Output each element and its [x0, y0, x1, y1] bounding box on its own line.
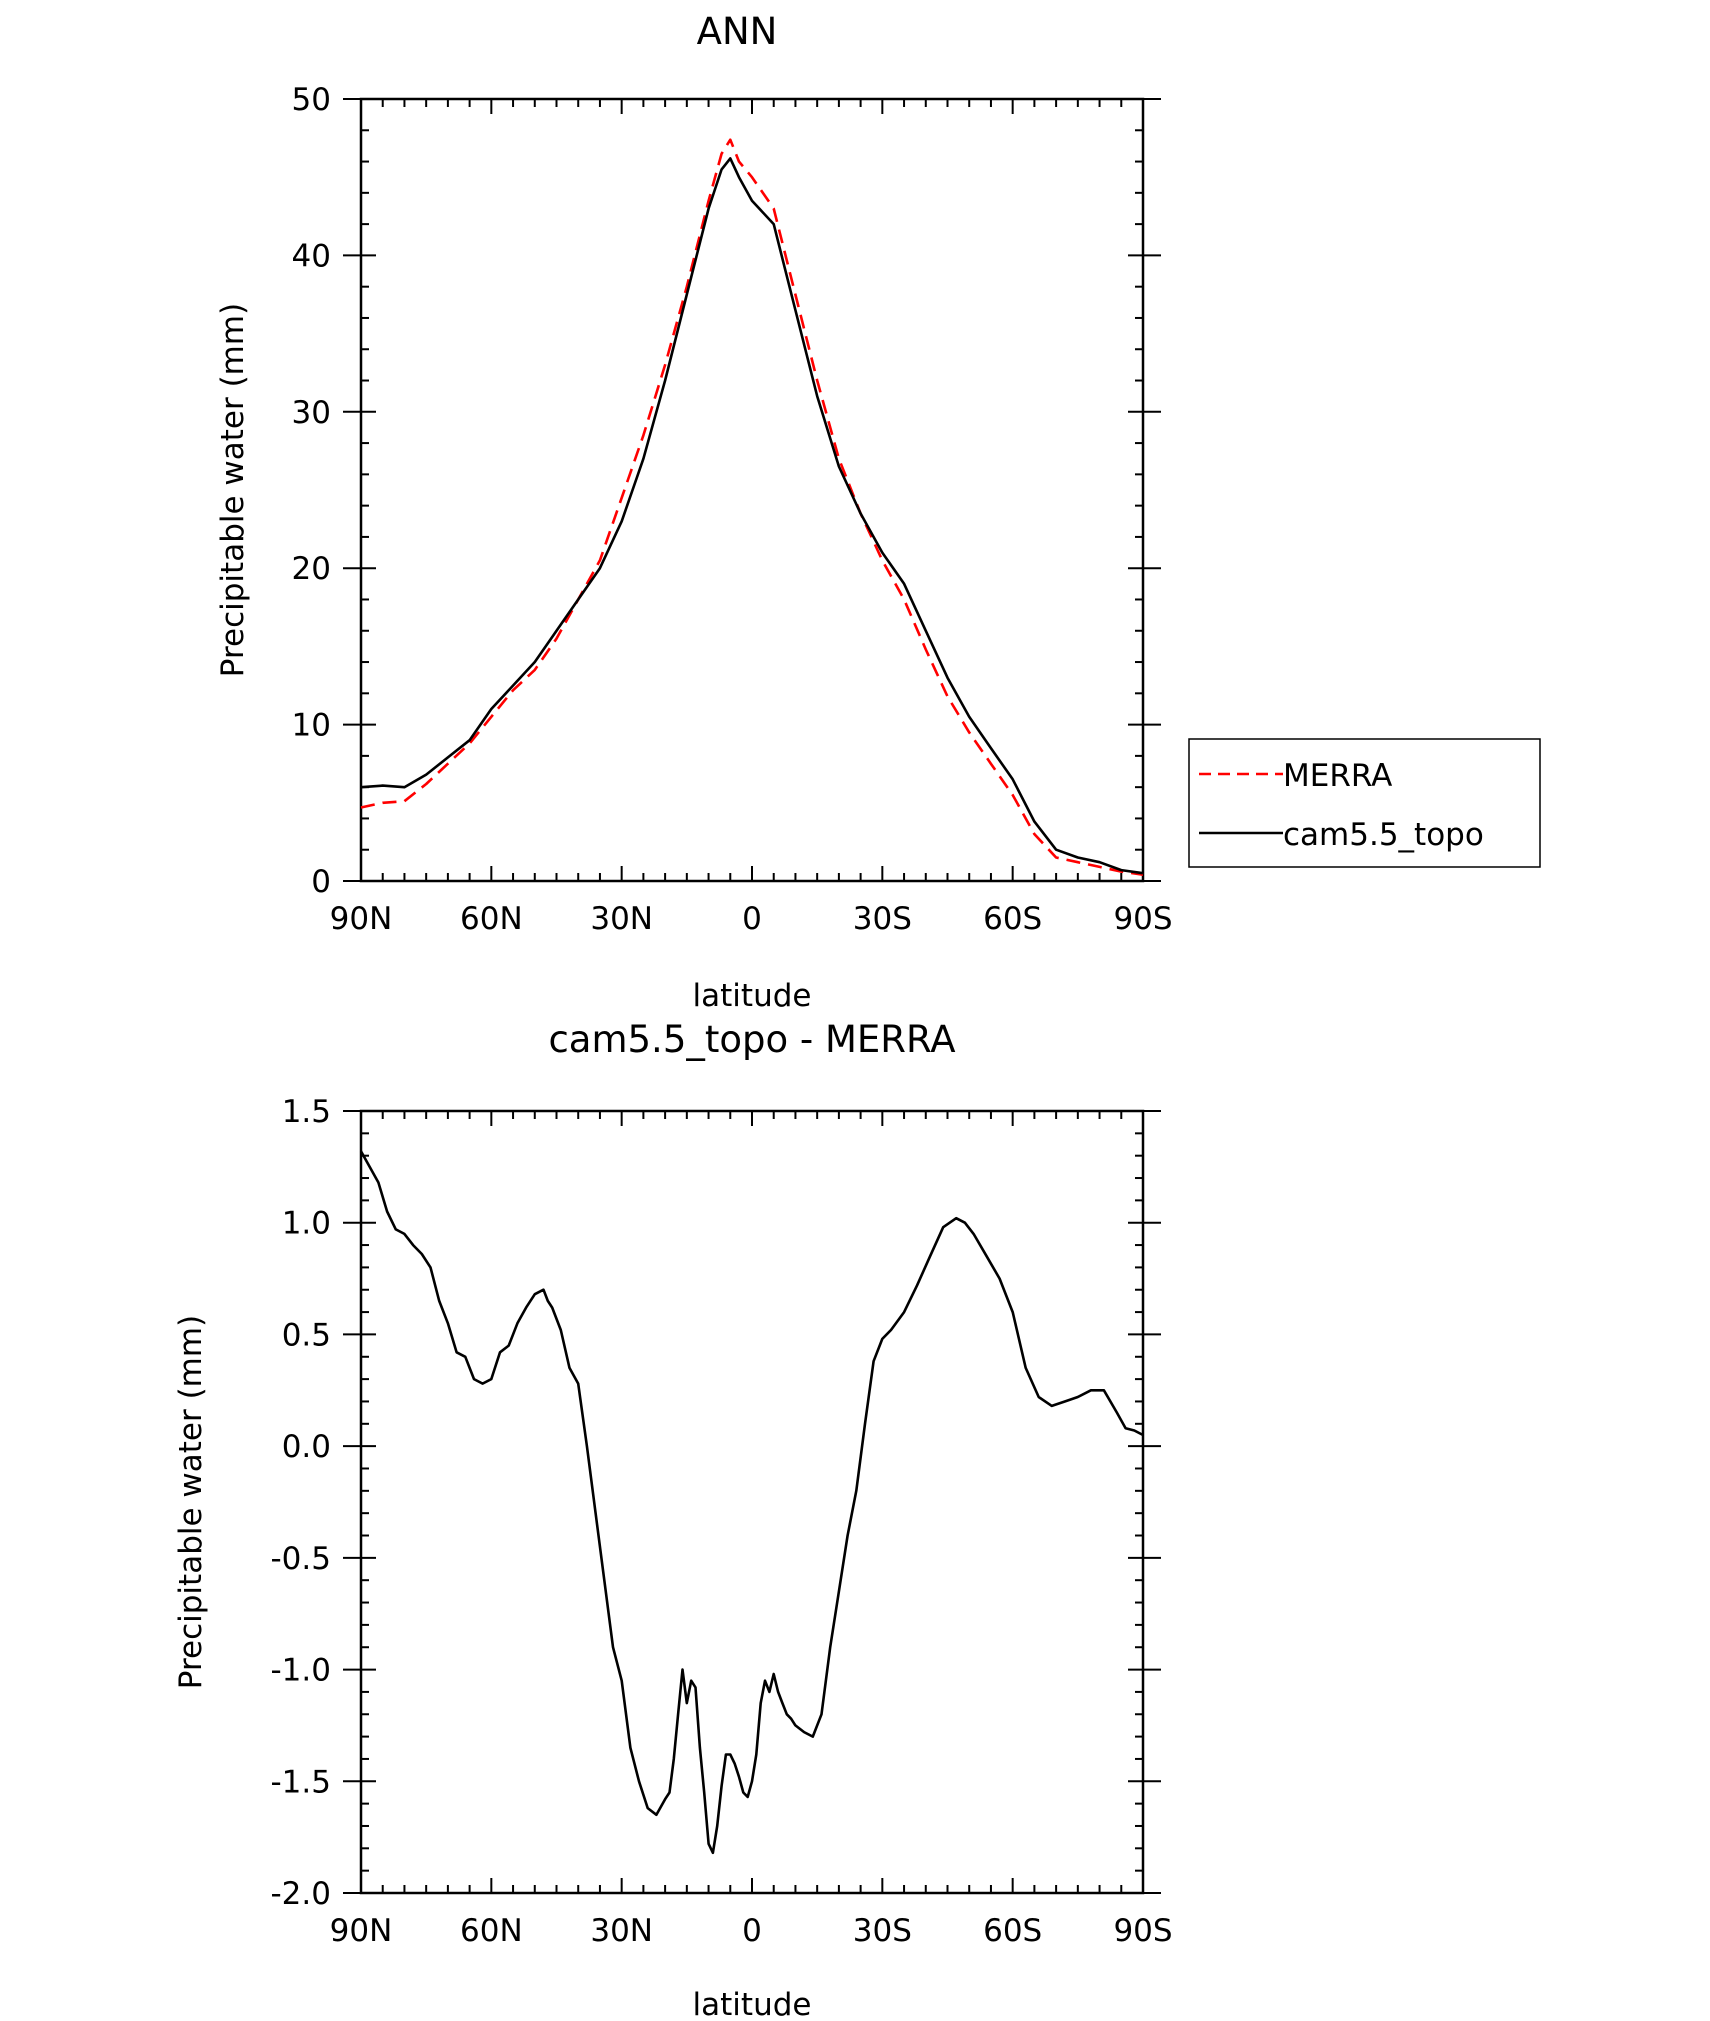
y-tick-label: -1.0: [271, 1653, 332, 1689]
difference-panel: cam5.5_topo - MERRA 90N 60N 30N 0 30S 60S 90S 1…: [173, 1018, 1173, 2021]
axis-ticks: 90N 60N 30N 0 30S 60S 90S 1.5 1.0 0.5 0.0 -0.5 -1.0 -…: [271, 1094, 1173, 1949]
y-tick-label: 0: [311, 864, 331, 900]
legend-label-merra: MERRA: [1283, 758, 1392, 794]
x-tick-label: 90N: [330, 901, 393, 937]
x-tick-label: 0: [742, 1913, 762, 1949]
panel-title: ANN: [697, 10, 778, 53]
x-axis-label: latitude: [693, 1987, 812, 2021]
series-lines: [359, 1150, 1144, 1855]
y-tick-label: 0.5: [282, 1317, 331, 1353]
y-tick-label: 40: [292, 238, 331, 274]
x-tick-label: 0: [742, 901, 762, 937]
y-tick-label: -0.5: [271, 1541, 332, 1577]
x-tick-label: 60N: [460, 1913, 523, 1949]
y-tick-label: 10: [292, 708, 331, 744]
x-tick-label: 30S: [853, 1913, 912, 1949]
x-tick-label: 90S: [1113, 1913, 1172, 1949]
y-axis-label: Precipitable water (mm): [173, 1315, 209, 1689]
x-tick-label: 30N: [590, 901, 653, 937]
legend: MERRA cam5.5_topo: [1188, 738, 1541, 868]
y-tick-label: 0.0: [282, 1429, 331, 1465]
y-tick-label: 50: [292, 82, 331, 118]
x-tick-label: 30S: [853, 901, 912, 937]
y-tick-label: 1.0: [282, 1206, 331, 1242]
y-axis-label: Precipitable water (mm): [215, 303, 251, 677]
series-line-0: [359, 1150, 1144, 1855]
x-tick-label: 30N: [590, 1913, 653, 1949]
x-tick-label: 60S: [983, 901, 1042, 937]
series-lines: [360, 138, 1144, 876]
panel-title: cam5.5_topo - MERRA: [548, 1018, 955, 1061]
series-line-1: [360, 157, 1144, 875]
y-tick-label: 30: [292, 395, 331, 431]
x-tick-label: 60N: [460, 901, 523, 937]
y-tick-label: 1.5: [282, 1094, 331, 1130]
x-tick-label: 90S: [1113, 901, 1172, 937]
y-tick-label: 20: [292, 551, 331, 587]
series-line-0: [360, 138, 1144, 876]
plot-frame: [359, 97, 1145, 883]
x-tick-label: 60S: [983, 1913, 1042, 1949]
x-tick-label: 90N: [330, 1913, 393, 1949]
annual-precipitable-water-panel: ANN 90N 60N 30N 0 30S 60S 90S 0 10 20 30 40 50 latit…: [215, 10, 1541, 1014]
legend-box: [1188, 738, 1541, 868]
x-axis-label: latitude: [693, 978, 812, 1014]
axis-ticks: 90N 60N 30N 0 30S 60S 90S 0 10 20 30 40 50: [292, 82, 1173, 937]
y-tick-label: -1.5: [271, 1764, 332, 1800]
legend-label-cam: cam5.5_topo: [1283, 817, 1484, 853]
y-tick-label: -2.0: [271, 1876, 332, 1912]
